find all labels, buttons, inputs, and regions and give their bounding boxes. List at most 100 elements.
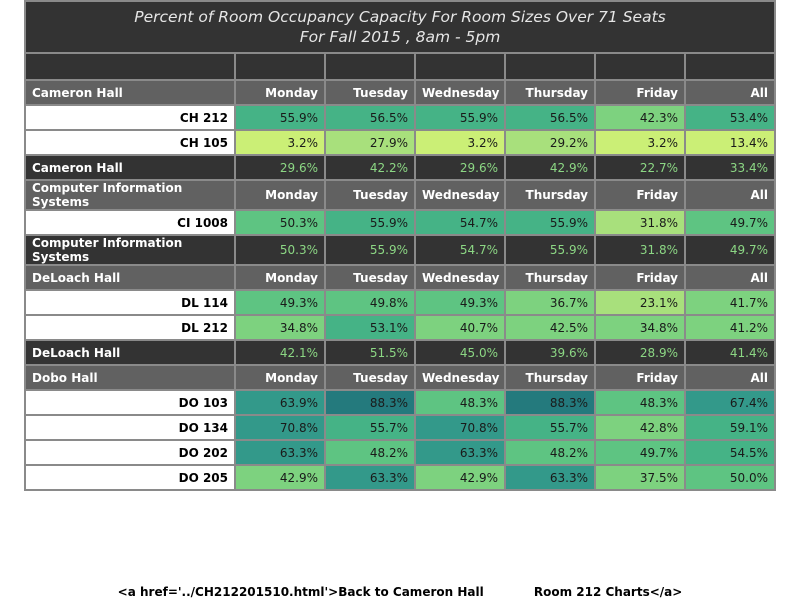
- total-cell: 41.4%: [683, 339, 777, 366]
- title-row: Percent of Room Occupancy Capacity For R…: [23, 0, 777, 54]
- total-cell: 55.9%: [504, 234, 596, 266]
- total-cell: 54.7%: [414, 234, 506, 266]
- day-header: Thursday: [504, 364, 596, 391]
- occupancy-cell: 70.8%: [414, 414, 506, 441]
- occupancy-cell: 63.3%: [324, 464, 416, 491]
- occupancy-cell: 48.3%: [414, 389, 506, 416]
- room-name: DO 202: [24, 439, 236, 466]
- spacer-cell: [24, 52, 236, 81]
- day-header: Friday: [594, 79, 686, 106]
- occupancy-cell: 55.9%: [324, 209, 416, 236]
- occupancy-cell: 63.9%: [234, 389, 326, 416]
- occupancy-cell: 23.1%: [594, 289, 686, 316]
- occupancy-cell: 63.3%: [504, 464, 596, 491]
- occupancy-cell: 49.3%: [234, 289, 326, 316]
- building-name: Dobo Hall: [24, 364, 236, 391]
- spacer-cell: [234, 52, 326, 81]
- occupancy-cell: 42.5%: [504, 314, 596, 341]
- occupancy-cell: 54.5%: [683, 439, 777, 466]
- room-name: DL 212: [24, 314, 236, 341]
- occupancy-cell: 55.9%: [234, 104, 326, 131]
- total-cell: 42.9%: [504, 154, 596, 181]
- total-cell: 42.2%: [324, 154, 416, 181]
- day-header: All: [683, 79, 777, 106]
- total-cell: 39.6%: [504, 339, 596, 366]
- spacer-cell: [594, 52, 686, 81]
- room-name: DO 134: [24, 414, 236, 441]
- day-header: Wednesday: [414, 79, 506, 106]
- total-cell: 33.4%: [683, 154, 777, 181]
- occupancy-cell: 36.7%: [504, 289, 596, 316]
- occupancy-cell: 40.7%: [414, 314, 506, 341]
- occupancy-cell: 63.3%: [414, 439, 506, 466]
- building-header-row: Cameron Hall Monday Tuesday Wednesday Thursd…: [24, 79, 777, 106]
- occupancy-cell: 29.2%: [504, 129, 596, 156]
- occupancy-cell: 3.2%: [594, 129, 686, 156]
- occupancy-cell: 50.3%: [234, 209, 326, 236]
- day-header: Friday: [594, 364, 686, 391]
- total-cell: 51.5%: [324, 339, 416, 366]
- day-header: All: [683, 364, 777, 391]
- occupancy-cell: 55.9%: [504, 209, 596, 236]
- total-cell: 31.8%: [594, 234, 686, 266]
- spacer-cell: [683, 52, 777, 81]
- room-row: DL 212 34.8% 53.1% 40.7% 42.5% 34.8% 41.2%: [24, 314, 777, 341]
- occupancy-cell: 42.9%: [234, 464, 326, 491]
- room-name: CI 1008: [24, 209, 236, 236]
- spacer-cell: [414, 52, 506, 81]
- day-header: Thursday: [504, 179, 596, 211]
- occupancy-cell: 49.7%: [683, 209, 777, 236]
- occupancy-cell: 37.5%: [594, 464, 686, 491]
- occupancy-cell: 3.2%: [234, 129, 326, 156]
- title-line-1: Percent of Room Occupancy Capacity For R…: [134, 8, 666, 26]
- occupancy-cell: 54.7%: [414, 209, 506, 236]
- day-header: Tuesday: [324, 364, 416, 391]
- back-link[interactable]: <a href='../CH212201510.html'>Back to Ca…: [117, 585, 683, 599]
- room-row: DO 205 42.9% 63.3% 42.9% 63.3% 37.5% 50.0%: [24, 464, 777, 491]
- day-header: Wednesday: [414, 179, 506, 211]
- total-cell: 42.1%: [234, 339, 326, 366]
- building-total-name: Computer Information Systems: [24, 234, 236, 266]
- occupancy-cell: 88.3%: [504, 389, 596, 416]
- building-name: Cameron Hall: [24, 79, 236, 106]
- day-header: Tuesday: [324, 179, 416, 211]
- occupancy-cell: 49.8%: [324, 289, 416, 316]
- building-name: DeLoach Hall: [24, 264, 236, 291]
- occupancy-cell: 48.2%: [504, 439, 596, 466]
- occupancy-cell: 48.3%: [594, 389, 686, 416]
- day-header: Wednesday: [414, 364, 506, 391]
- room-name: DO 103: [24, 389, 236, 416]
- total-cell: 28.9%: [594, 339, 686, 366]
- occupancy-cell: 67.4%: [683, 389, 777, 416]
- building-total-name: DeLoach Hall: [24, 339, 236, 366]
- occupancy-cell: 55.7%: [324, 414, 416, 441]
- occupancy-cell: 27.9%: [324, 129, 416, 156]
- day-header: Tuesday: [324, 264, 416, 291]
- day-header: Monday: [234, 264, 326, 291]
- occupancy-table: Percent of Room Occupancy Capacity For R…: [23, 0, 777, 491]
- occupancy-cell: 53.1%: [324, 314, 416, 341]
- spacer-cell: [324, 52, 416, 81]
- occupancy-cell: 49.3%: [414, 289, 506, 316]
- day-header: Monday: [234, 364, 326, 391]
- table-body: Percent of Room Occupancy Capacity For R…: [23, 0, 777, 491]
- building-total-row: Cameron Hall 29.6% 42.2% 29.6% 42.9% 22.7% 33.…: [24, 154, 777, 181]
- building-total-row: Computer Information Systems 50.3% 55.9% 54…: [24, 234, 777, 266]
- occupancy-cell: 34.8%: [234, 314, 326, 341]
- occupancy-cell: 50.0%: [683, 464, 777, 491]
- occupancy-cell: 42.8%: [594, 414, 686, 441]
- occupancy-cell: 42.9%: [414, 464, 506, 491]
- occupancy-cell: 41.2%: [683, 314, 777, 341]
- room-row: DO 134 70.8% 55.7% 70.8% 55.7% 42.8% 59.1%: [24, 414, 777, 441]
- occupancy-cell: 88.3%: [324, 389, 416, 416]
- total-cell: 55.9%: [324, 234, 416, 266]
- total-cell: 29.6%: [234, 154, 326, 181]
- building-total-name: Cameron Hall: [24, 154, 236, 181]
- title-line-2: For Fall 2015 , 8am - 5pm: [299, 28, 501, 46]
- building-name: Computer Information Systems: [24, 179, 236, 211]
- occupancy-cell: 31.8%: [594, 209, 686, 236]
- room-row: DO 103 63.9% 88.3% 48.3% 88.3% 48.3% 67.4%: [24, 389, 777, 416]
- occupancy-cell: 56.5%: [504, 104, 596, 131]
- room-row: CH 212 55.9% 56.5% 55.9% 56.5% 42.3% 53.4%: [24, 104, 777, 131]
- occupancy-cell: 70.8%: [234, 414, 326, 441]
